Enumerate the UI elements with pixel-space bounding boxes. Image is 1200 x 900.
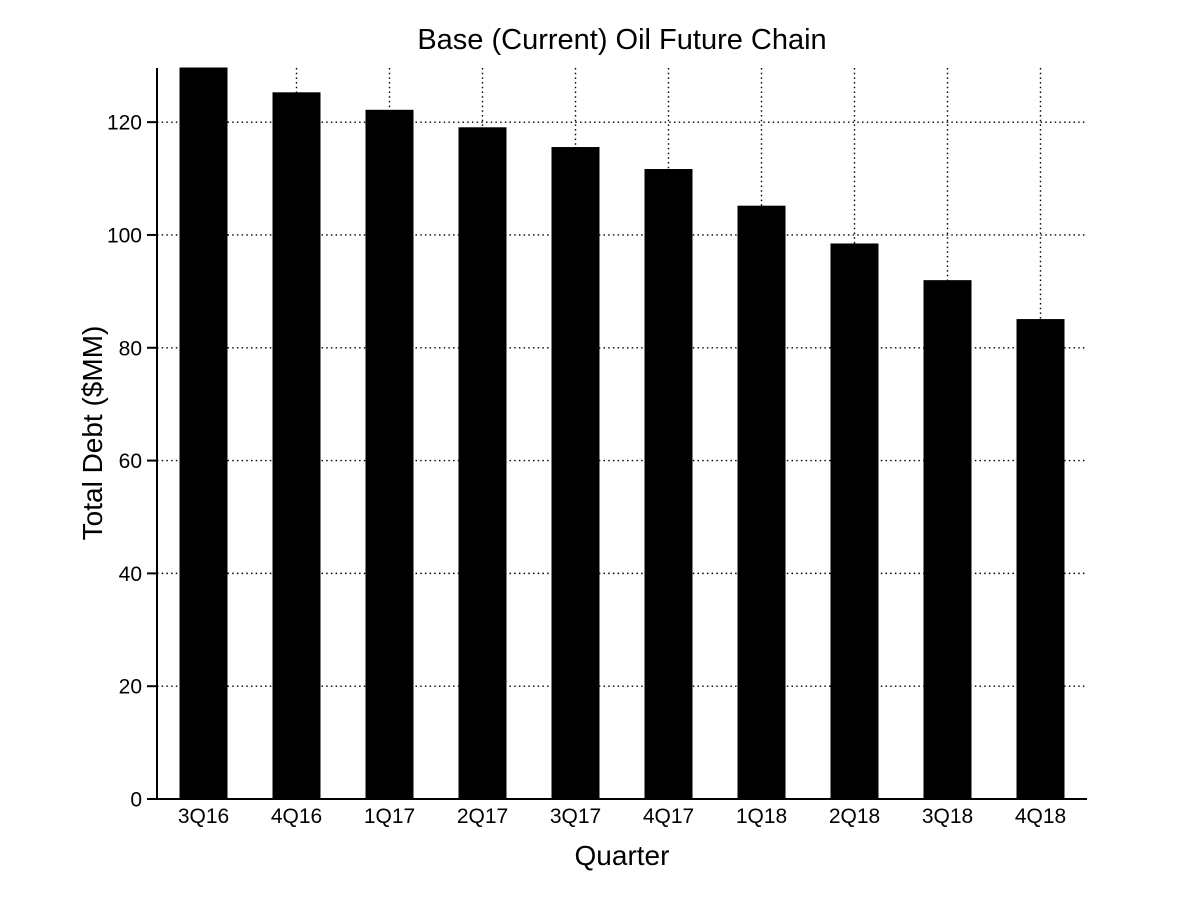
x-tick-label: 4Q17: [643, 805, 694, 828]
x-tick-label: 1Q17: [364, 805, 415, 828]
bar-3Q18: [923, 280, 972, 800]
bar-3Q16: [179, 67, 228, 800]
x-tick-label: 3Q17: [550, 805, 601, 828]
bar-3Q17: [551, 147, 600, 800]
x-axis-label: Quarter: [574, 840, 670, 871]
bar-2Q17: [458, 127, 507, 800]
x-tick-label: 4Q16: [271, 805, 322, 828]
bar-2Q18: [830, 243, 879, 800]
y-tick-label: 120: [107, 112, 142, 135]
x-tick-label: 1Q18: [736, 805, 787, 828]
y-tick-label: 60: [119, 450, 142, 473]
bar-4Q18: [1016, 319, 1065, 800]
chart-title: Base (Current) Oil Future Chain: [417, 24, 827, 56]
y-tick-label: 80: [119, 337, 142, 360]
y-tick-label: 100: [107, 224, 142, 247]
y-tick-label: 40: [119, 563, 142, 586]
x-tick-label: 2Q18: [829, 805, 880, 828]
bar-4Q17: [644, 169, 693, 800]
bar-1Q17: [365, 109, 414, 800]
x-tick-label: 4Q18: [1015, 805, 1066, 828]
x-tick-label: 3Q18: [922, 805, 973, 828]
y-tick-label: 0: [130, 789, 142, 812]
y-tick-label: 20: [119, 676, 142, 699]
bar-1Q18: [737, 205, 786, 800]
x-tick-label: 2Q17: [457, 805, 508, 828]
x-tick-label: 3Q16: [178, 805, 229, 828]
bar-4Q16: [272, 92, 321, 800]
